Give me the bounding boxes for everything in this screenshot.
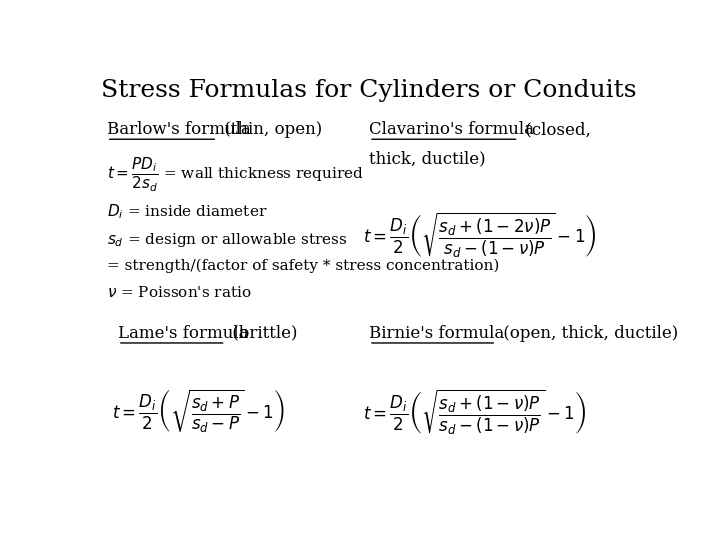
Text: (brittle): (brittle) bbox=[228, 325, 298, 342]
Text: $t = \dfrac{D_i}{2}\left(\sqrt{\dfrac{s_d + (1-\nu)P}{s_d - (1-\nu)P}} - 1\right: $t = \dfrac{D_i}{2}\left(\sqrt{\dfrac{s_… bbox=[364, 387, 586, 436]
Text: $D_i$ = inside diameter: $D_i$ = inside diameter bbox=[107, 202, 267, 221]
Text: $s_d$ = design or allowable stress: $s_d$ = design or allowable stress bbox=[107, 231, 348, 249]
Text: Birnie's formula: Birnie's formula bbox=[369, 325, 504, 342]
Text: Lame's formula: Lame's formula bbox=[118, 325, 248, 342]
Text: Stress Formulas for Cylinders or Conduits: Stress Formulas for Cylinders or Conduit… bbox=[102, 79, 636, 103]
Text: $t = \dfrac{PD_i}{2s_d}$ = wall thickness required: $t = \dfrac{PD_i}{2s_d}$ = wall thicknes… bbox=[107, 156, 364, 194]
Text: (closed,: (closed, bbox=[521, 121, 591, 138]
Text: $t = \dfrac{D_i}{2}\left(\sqrt{\dfrac{s_d + (1-2\nu)P}{s_d - (1-\nu)P}} - 1\righ: $t = \dfrac{D_i}{2}\left(\sqrt{\dfrac{s_… bbox=[364, 210, 597, 260]
Text: $t = \dfrac{D_i}{2}\left(\sqrt{\dfrac{s_d + P}{s_d - P}} - 1\right)$: $t = \dfrac{D_i}{2}\left(\sqrt{\dfrac{s_… bbox=[112, 387, 285, 435]
Text: (open, thick, ductile): (open, thick, ductile) bbox=[498, 325, 678, 342]
Text: thick, ductile): thick, ductile) bbox=[369, 151, 485, 168]
Text: $\nu$ = Poisson's ratio: $\nu$ = Poisson's ratio bbox=[107, 285, 251, 300]
Text: Barlow's formula: Barlow's formula bbox=[107, 121, 251, 138]
Text: Clavarino's formula: Clavarino's formula bbox=[369, 121, 534, 138]
Text: = strength/(factor of safety * stress concentration): = strength/(factor of safety * stress co… bbox=[107, 258, 499, 273]
Text: (thin, open): (thin, open) bbox=[219, 121, 322, 138]
